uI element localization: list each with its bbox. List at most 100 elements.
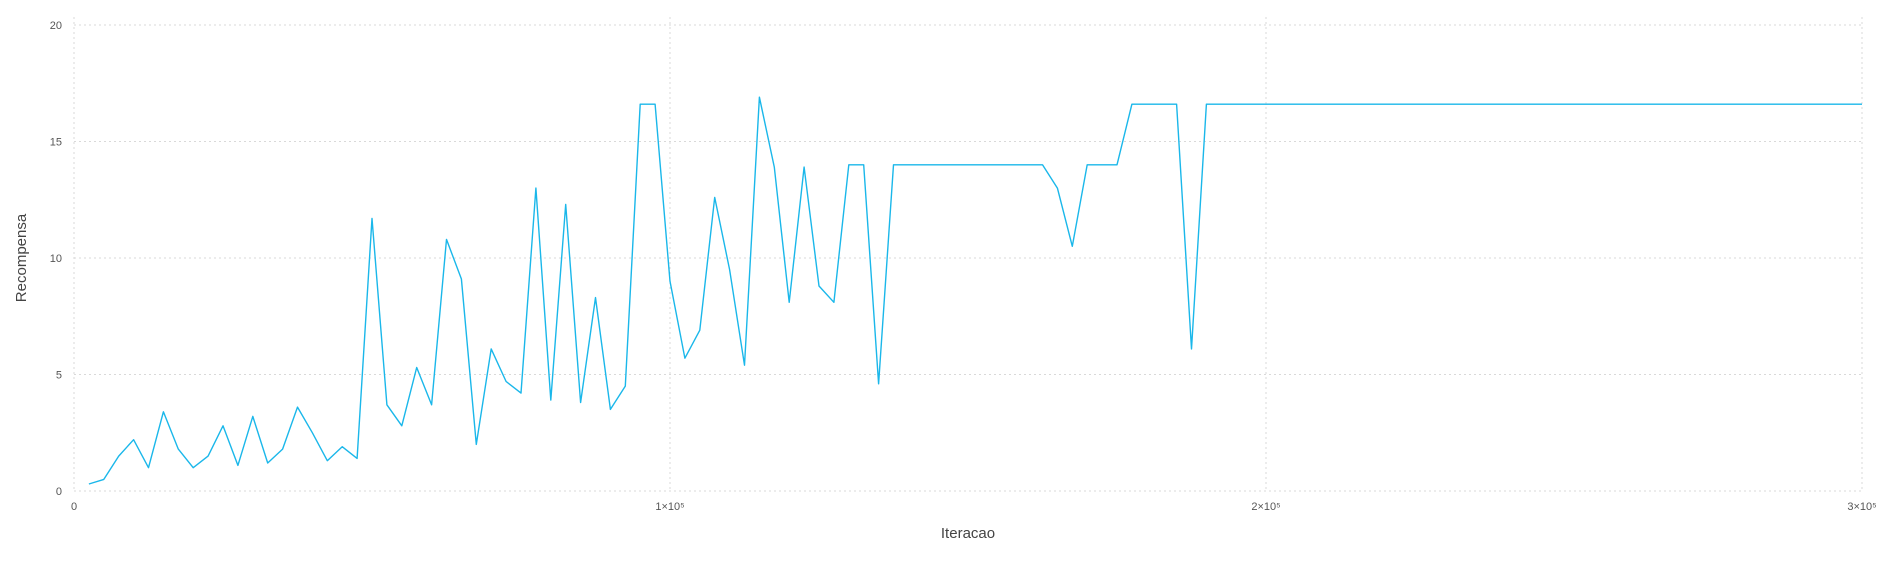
data-point-0-37 (639, 103, 641, 105)
data-point-0-12 (267, 462, 269, 464)
data-point-0-9 (222, 425, 224, 427)
data-point-0-7 (192, 467, 194, 469)
x-tick-label-1: 1×10⁵ (655, 501, 684, 513)
data-point-0-70 (1131, 103, 1133, 105)
data-point-0-58 (952, 164, 954, 166)
data-point-0-27 (490, 348, 492, 350)
data-point-0-10 (237, 465, 239, 467)
data-point-0-44 (744, 364, 746, 366)
data-point-0-47 (788, 302, 790, 304)
data-point-0-82 (1504, 103, 1506, 105)
data-point-0-36 (625, 385, 627, 387)
data-point-0-17 (341, 446, 343, 448)
data-point-0-87 (1802, 103, 1804, 105)
data-point-0-25 (461, 278, 463, 280)
grid-lines (73, 17, 1863, 492)
data-point-0-41 (699, 329, 701, 331)
y-tick-label-2: 10 (50, 253, 62, 265)
data-point-0-6 (178, 448, 180, 450)
y-tick-label-1: 5 (56, 370, 62, 382)
data-point-0-8 (207, 455, 209, 457)
x-tick-label-3: 3×10⁵ (1847, 501, 1876, 513)
data-point-0-80 (1384, 103, 1386, 105)
data-point-0-77 (1235, 103, 1237, 105)
data-point-0-76 (1221, 103, 1223, 105)
data-point-0-57 (937, 164, 939, 166)
data-point-0-51 (848, 164, 850, 166)
data-point-0-19 (371, 218, 373, 220)
data-point-0-14 (297, 406, 299, 408)
data-point-0-68 (1101, 164, 1103, 166)
data-point-0-65 (1057, 187, 1059, 189)
y-tick-label-4: 20 (50, 20, 62, 32)
data-point-0-69 (1116, 164, 1118, 166)
data-point-0-21 (401, 425, 403, 427)
data-point-0-23 (431, 404, 433, 406)
data-point-0-11 (252, 416, 254, 418)
data-point-0-79 (1325, 103, 1327, 105)
data-point-0-40 (684, 357, 686, 359)
series-line-0 (88, 96, 1862, 485)
data-point-0-52 (863, 164, 865, 166)
data-point-0-71 (1146, 103, 1148, 105)
y-axis-title: Recompensa (13, 213, 30, 302)
data-point-0-88 (1861, 103, 1863, 105)
data-point-0-56 (923, 164, 925, 166)
data-point-0-31 (550, 399, 552, 401)
data-point-0-54 (893, 164, 895, 166)
data-point-0-33 (580, 402, 582, 404)
data-point-0-1 (103, 479, 105, 481)
data-point-0-35 (610, 409, 612, 411)
x-axis-title: Iteracao (941, 525, 995, 542)
data-point-0-4 (148, 467, 150, 469)
data-point-0-20 (386, 404, 388, 406)
data-point-0-64 (1042, 164, 1044, 166)
data-point-0-74 (1191, 348, 1193, 350)
data-point-0-42 (714, 197, 716, 199)
data-point-0-75 (1206, 103, 1208, 105)
y-tick-label-3: 15 (50, 137, 62, 149)
data-point-0-5 (163, 411, 165, 413)
data-point-0-43 (729, 269, 731, 271)
data-point-0-67 (1086, 164, 1088, 166)
data-point-0-45 (759, 96, 761, 98)
data-point-0-55 (908, 164, 910, 166)
data-point-0-73 (1176, 103, 1178, 105)
data-point-0-26 (476, 444, 478, 446)
data-point-0-66 (1072, 246, 1074, 248)
data-point-0-38 (654, 103, 656, 105)
data-point-0-30 (535, 187, 537, 189)
data-point-0-3 (133, 439, 135, 441)
data-point-0-63 (1027, 164, 1029, 166)
data-point-0-15 (312, 432, 314, 434)
data-point-0-59 (967, 164, 969, 166)
data-point-0-24 (446, 239, 448, 241)
data-point-0-13 (282, 448, 284, 450)
data-point-0-62 (1012, 164, 1014, 166)
series-layer (88, 96, 1863, 485)
data-point-0-83 (1563, 103, 1565, 105)
data-point-0-22 (416, 367, 418, 369)
data-point-0-84 (1623, 103, 1625, 105)
data-point-0-86 (1742, 103, 1744, 105)
data-point-0-61 (997, 164, 999, 166)
data-point-0-18 (356, 458, 358, 460)
data-point-0-46 (774, 166, 776, 168)
data-point-0-2 (118, 455, 120, 457)
data-point-0-53 (878, 383, 880, 385)
data-point-0-72 (1161, 103, 1163, 105)
data-point-0-85 (1682, 103, 1684, 105)
data-point-0-29 (520, 392, 522, 394)
data-point-0-60 (982, 164, 984, 166)
data-point-0-39 (669, 281, 671, 283)
y-tick-label-0: 0 (56, 486, 62, 498)
data-point-0-78 (1265, 103, 1267, 105)
data-point-0-49 (818, 285, 820, 287)
data-point-0-34 (595, 297, 597, 299)
data-point-0-28 (505, 381, 507, 383)
x-tick-label-0: 0 (71, 501, 77, 513)
data-point-0-32 (565, 204, 567, 206)
data-point-0-81 (1444, 103, 1446, 105)
x-tick-label-2: 2×10⁵ (1251, 501, 1280, 513)
